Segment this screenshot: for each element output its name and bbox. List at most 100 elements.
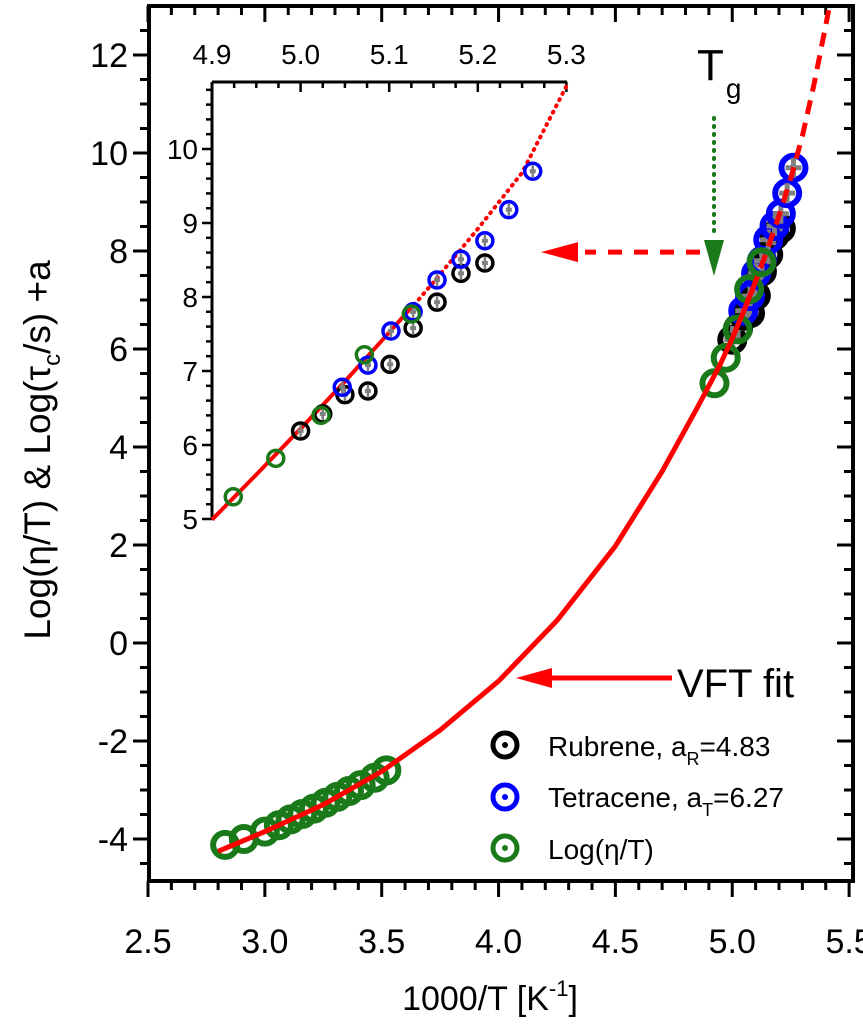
marker-ring: [778, 152, 809, 183]
y-tick-label: 0: [109, 625, 128, 663]
inset-y-tick-label: 9: [182, 208, 198, 239]
inset-data-point-rubrene: [427, 292, 447, 312]
data-point-log-t: [722, 314, 753, 345]
vft-fit-label: VFT fit: [677, 662, 794, 706]
x-tick-label: 4.0: [475, 923, 522, 961]
marker-ring: [710, 342, 741, 373]
x-axis-label-close: ]: [568, 980, 577, 1018]
inset-y-tick-label: 7: [182, 356, 198, 387]
inset-marker-ring: [475, 253, 495, 273]
inset-marker-ring: [380, 354, 400, 375]
y-tick-label: 4: [109, 429, 128, 467]
inset-x-tick-label: 5.2: [458, 39, 497, 70]
inset-data-point-tetracene: [499, 199, 519, 220]
tg-label: Tg: [697, 41, 741, 104]
data-point-log-t: [710, 342, 741, 373]
legend-label-rubrene-main: Rubrene, a: [548, 731, 687, 762]
data-point-log-t: [371, 755, 402, 786]
legend-label-rubrene: Rubrene, aR=4.83: [548, 731, 770, 769]
inset-data-point-tetracene: [475, 231, 495, 251]
inset-data-point-rubrene: [290, 421, 311, 441]
y-axis-label-sub: c: [39, 354, 66, 366]
inset-data-point-log-t: [266, 448, 286, 469]
inset-y-tick-label: 5: [182, 504, 198, 535]
y-axis-label-b: /s) +a: [17, 260, 58, 354]
vft-fit-curve-solid: [217, 280, 758, 854]
inset-plot: 4.9 5.0 5.1 5.2 5.3 5 6 7 8 9 10: [167, 39, 586, 535]
inset-marker-ring: [427, 270, 447, 290]
inset-marker-ring: [358, 381, 378, 401]
inset-y-tick-label: 10: [167, 134, 198, 165]
data-point-log-t: [746, 247, 777, 278]
inset-x-tick-label: 5.3: [547, 39, 586, 70]
x-tick-label: 5.5: [825, 923, 863, 961]
inset-marker-ring: [354, 344, 375, 365]
x-tick-label: 4.5: [592, 923, 639, 961]
inset-data-point-tetracene: [522, 161, 543, 181]
main-data-layer: [210, 6, 833, 860]
y-tick-label: 8: [109, 233, 128, 271]
annotations: [516, 116, 724, 688]
inset-marker-ring: [401, 304, 422, 324]
legend-marker-log-eta-t: [490, 833, 520, 863]
y-tick-label: -4: [98, 821, 128, 859]
inset-marker-ring: [451, 249, 471, 270]
y-axis-label: Log(η/T) & Log(τc/s) +a: [17, 260, 66, 640]
marker-ring: [722, 314, 753, 345]
inset-data-point-tetracene: [332, 377, 352, 398]
legend-marker-dot-log-eta-t: [502, 845, 508, 851]
inset-y-tick-label: 6: [182, 430, 198, 461]
tg-arrow-head-icon: [704, 240, 724, 276]
legend-label-log-eta-t: Log(η/T): [548, 834, 654, 865]
inset-background: [212, 82, 567, 519]
inset-marker-ring: [311, 405, 331, 426]
data-point-log-t: [249, 816, 280, 847]
inset-data-point-log-t: [401, 304, 422, 324]
legend-label-tetracene-tail: =6.27: [713, 782, 784, 813]
y-axis-label-a: Log(η/T) & Log(τ: [17, 366, 58, 640]
inset-data-point-log-t: [311, 405, 331, 426]
vft-fit-curve-dashed: [741, 6, 833, 312]
legend-label-tetracene-sub: T: [702, 800, 713, 820]
legend: Rubrene, aR=4.83 Tetracene, aT=6.27 Log(…: [490, 730, 784, 865]
legend-marker-tetracene: [490, 782, 520, 812]
x-axis-label-main: 1000/T [K: [402, 980, 549, 1018]
inset-data-point-tetracene: [427, 270, 447, 290]
inset-data-point-rubrene: [475, 253, 495, 273]
inset-marker-ring: [475, 231, 495, 251]
inset-data-point-tetracene: [381, 321, 401, 341]
inset-marker-ring: [427, 292, 447, 312]
legend-item-log-eta-t: Log(η/T): [490, 833, 654, 865]
legend-marker-rubrene: [490, 730, 520, 760]
y-tick-label: 12: [90, 37, 128, 75]
tg-label-main: T: [697, 41, 724, 90]
inset-y-tick-label: 8: [182, 282, 198, 313]
inset-marker-ring: [223, 487, 244, 507]
inset-marker-ring: [451, 263, 471, 284]
vft-arrow-head-icon: [516, 668, 552, 688]
inset-marker-ring: [358, 355, 378, 375]
inset-x-tick-label: 4.9: [193, 39, 232, 70]
inset-data-point-log-t: [354, 344, 375, 365]
x-axis-label: 1000/T [K-1]: [402, 976, 578, 1018]
marker-ring: [249, 816, 280, 847]
legend-label-tetracene-main: Tetracene, a: [548, 782, 703, 813]
inset-x-tick-label: 5.1: [370, 39, 409, 70]
x-axis-label-sup: -1: [549, 976, 569, 1001]
inset-data-point-rubrene: [358, 381, 378, 401]
y-tick-label: -2: [98, 723, 128, 761]
x-tick-label: 5.0: [709, 923, 756, 961]
inset-marker-ring: [290, 421, 311, 441]
x-tick-label: 3.5: [358, 923, 405, 961]
inset-arrow-head-icon: [541, 242, 578, 263]
inset-marker-ring: [499, 199, 519, 220]
x-tick-label: 3.0: [241, 923, 288, 961]
y-tick-label: 2: [109, 527, 128, 565]
inset-marker-ring: [522, 161, 543, 181]
inset-data-point-tetracene: [451, 249, 471, 270]
tg-label-sub: g: [726, 73, 742, 104]
legend-label-tetracene: Tetracene, aT=6.27: [548, 782, 784, 820]
legend-label-rubrene-tail: =4.83: [700, 731, 771, 762]
y-tick-label: 10: [90, 135, 128, 173]
inset-data-point-log-t: [223, 487, 244, 507]
